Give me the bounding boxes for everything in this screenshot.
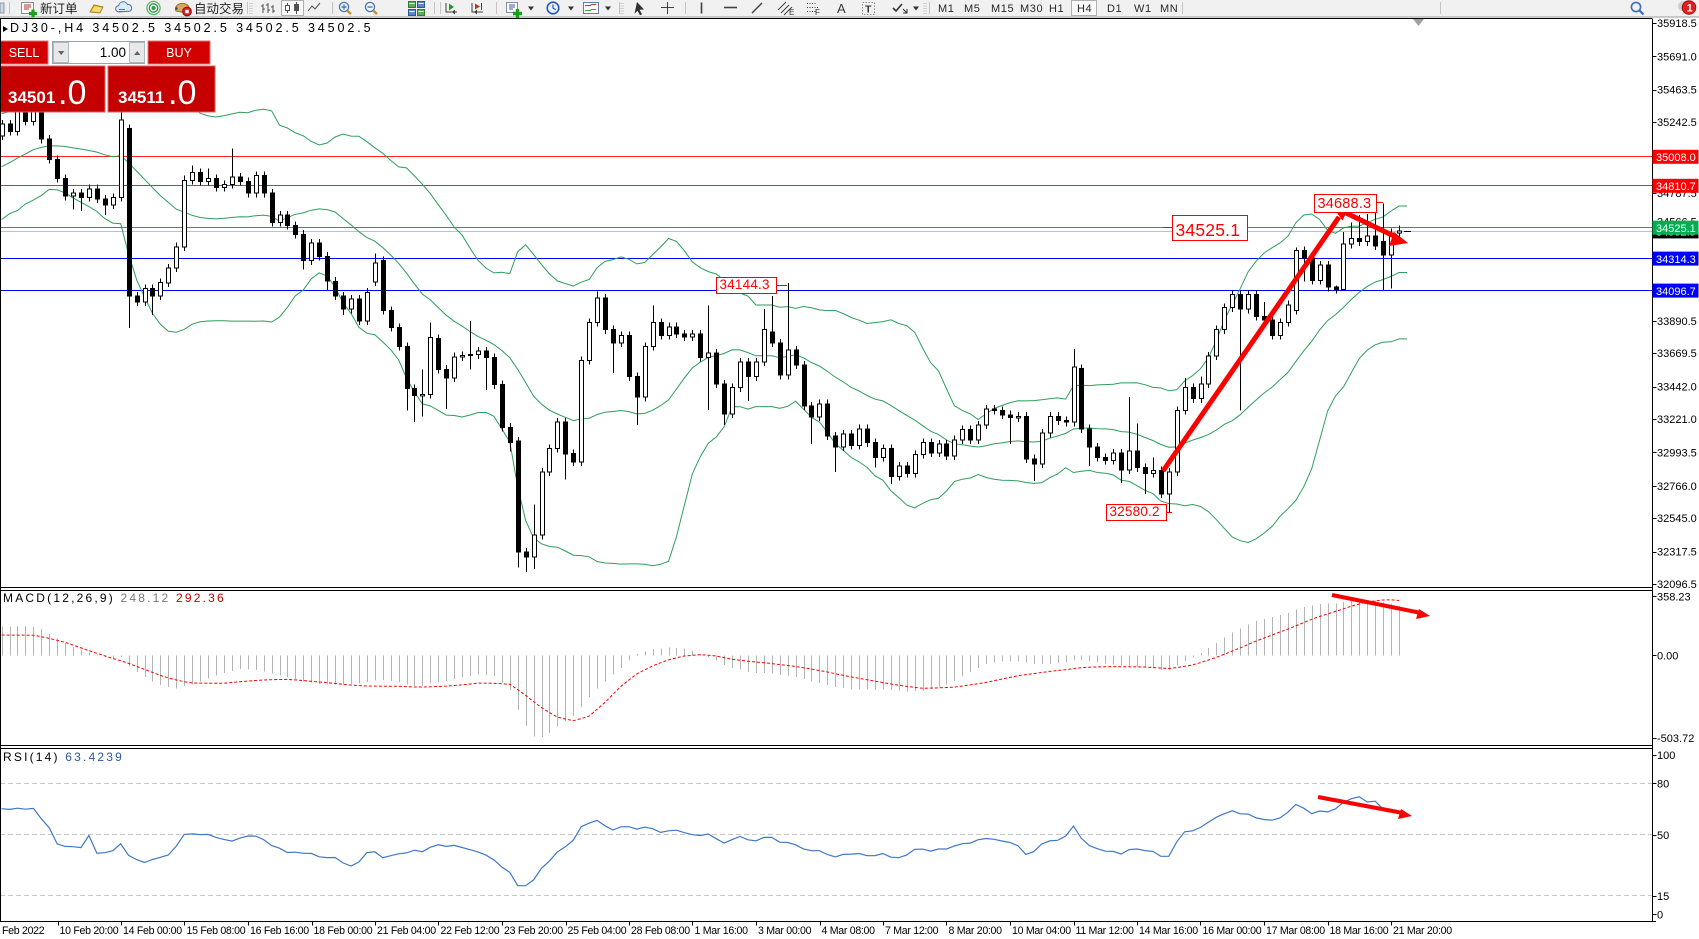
svg-text:18 Mar 16:00: 18 Mar 16:00	[1330, 925, 1389, 937]
svg-text:32766.0: 32766.0	[1657, 481, 1697, 493]
svg-text:33442.0: 33442.0	[1657, 382, 1697, 394]
svg-text:10 Feb 20:00: 10 Feb 20:00	[60, 925, 119, 937]
svg-text:16 Mar 00:00: 16 Mar 00:00	[1203, 925, 1262, 937]
svg-text:32096.5: 32096.5	[1657, 579, 1697, 591]
svg-text:34314.3: 34314.3	[1656, 254, 1696, 266]
svg-text:21 Feb 04:00: 21 Feb 04:00	[377, 925, 436, 937]
svg-text:A: A	[837, 1, 846, 16]
svg-text:14 Feb 00:00: 14 Feb 00:00	[123, 925, 182, 937]
svg-text:14 Mar 16:00: 14 Mar 16:00	[1139, 925, 1198, 937]
svg-text:11 Mar 12:00: 11 Mar 12:00	[1076, 925, 1134, 937]
svg-text:35463.5: 35463.5	[1657, 85, 1697, 97]
svg-text:0.00: 0.00	[1657, 650, 1678, 662]
svg-text:358.23: 358.23	[1657, 591, 1691, 603]
svg-text:4 Mar 08:00: 4 Mar 08:00	[822, 925, 876, 937]
svg-text:M5: M5	[964, 3, 980, 15]
svg-text:34511: 34511	[118, 88, 164, 107]
svg-text:34810.7: 34810.7	[1656, 181, 1696, 193]
svg-text:35242.5: 35242.5	[1657, 117, 1697, 129]
svg-text:21 Mar 20:00: 21 Mar 20:00	[1393, 925, 1452, 937]
svg-text:22 Feb 12:00: 22 Feb 12:00	[441, 925, 500, 937]
svg-text:10 Mar 04:00: 10 Mar 04:00	[1012, 925, 1071, 937]
svg-text:100: 100	[1657, 750, 1675, 762]
svg-text:34688.3: 34688.3	[1318, 196, 1372, 212]
svg-text:MN: MN	[1160, 3, 1178, 15]
svg-text:23 Feb 20:00: 23 Feb 20:00	[504, 925, 563, 937]
svg-text:0: 0	[1657, 909, 1663, 921]
svg-text:17 Mar 08:00: 17 Mar 08:00	[1266, 925, 1325, 937]
svg-text:RSI(14) 63.4239: RSI(14) 63.4239	[3, 750, 124, 764]
svg-text:BUY: BUY	[166, 46, 192, 60]
svg-text:35691.0: 35691.0	[1657, 51, 1697, 63]
svg-text:7 Mar 12:00: 7 Mar 12:00	[885, 925, 939, 937]
svg-text:34525.1: 34525.1	[1656, 223, 1696, 235]
svg-text:1: 1	[1687, 3, 1693, 15]
svg-text:3 Mar 00:00: 3 Mar 00:00	[758, 925, 812, 937]
svg-text:.0: .0	[58, 74, 86, 112]
svg-text:32580.2: 32580.2	[1110, 504, 1160, 519]
svg-text:E: E	[789, 8, 794, 17]
svg-text:33221.0: 33221.0	[1657, 414, 1697, 426]
svg-text:33669.5: 33669.5	[1657, 348, 1697, 360]
svg-text:T: T	[865, 4, 872, 16]
svg-text:H4: H4	[1077, 3, 1092, 15]
svg-text:33890.5: 33890.5	[1657, 316, 1697, 328]
svg-text:1 Mar 16:00: 1 Mar 16:00	[695, 925, 749, 937]
svg-text:50: 50	[1657, 830, 1669, 842]
svg-text:25 Feb 04:00: 25 Feb 04:00	[568, 925, 627, 937]
svg-text:MACD(12,26,9) 248.12 292.36: MACD(12,26,9) 248.12 292.36	[3, 591, 226, 605]
svg-text:34096.7: 34096.7	[1656, 286, 1696, 298]
svg-text:新订单: 新订单	[40, 1, 78, 16]
svg-text:SELL: SELL	[9, 46, 40, 60]
svg-text:M1: M1	[938, 3, 954, 15]
svg-text:15 Feb 08:00: 15 Feb 08:00	[187, 925, 246, 937]
svg-text:15: 15	[1657, 891, 1669, 903]
svg-text:16 Feb 16:00: 16 Feb 16:00	[250, 925, 309, 937]
svg-text:F: F	[815, 8, 820, 17]
svg-text:35008.0: 35008.0	[1656, 152, 1696, 164]
svg-text:32993.5: 32993.5	[1657, 447, 1697, 459]
svg-text:32317.5: 32317.5	[1657, 547, 1697, 559]
svg-text:DJ30-,H4 34502.5 34502.5 34502: DJ30-,H4 34502.5 34502.5 34502.5 34502.5	[10, 21, 373, 35]
svg-text:W1: W1	[1134, 3, 1152, 15]
svg-text:32545.0: 32545.0	[1657, 513, 1697, 525]
svg-text:M30: M30	[1020, 3, 1043, 15]
svg-text:28 Feb 08:00: 28 Feb 08:00	[631, 925, 690, 937]
svg-text:34501: 34501	[8, 88, 55, 107]
svg-text:35918.5: 35918.5	[1657, 18, 1697, 30]
svg-text:.0: .0	[168, 74, 196, 112]
svg-text:8 Mar 20:00: 8 Mar 20:00	[949, 925, 1003, 937]
svg-text:自动交易: 自动交易	[194, 1, 244, 16]
svg-text:M15: M15	[991, 3, 1014, 15]
svg-text:H1: H1	[1049, 3, 1064, 15]
svg-text:1.00: 1.00	[100, 45, 126, 60]
svg-text:Feb 2022: Feb 2022	[2, 925, 45, 937]
svg-text:80: 80	[1657, 778, 1669, 790]
svg-text:-503.72: -503.72	[1657, 733, 1694, 745]
svg-text:34525.1: 34525.1	[1176, 220, 1241, 240]
svg-text:18 Feb 00:00: 18 Feb 00:00	[314, 925, 373, 937]
svg-text:34144.3: 34144.3	[720, 277, 770, 292]
svg-text:D1: D1	[1107, 3, 1122, 15]
